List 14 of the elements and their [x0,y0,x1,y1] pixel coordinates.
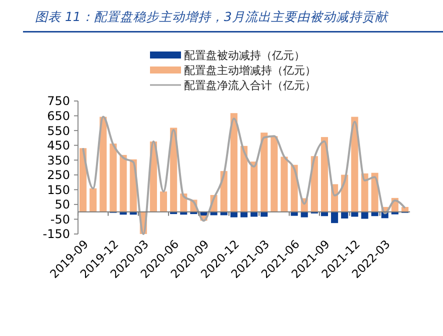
y-tick-label: 50 [54,198,70,212]
chart-title: 图表 11：配置盘稳步主动增持，3月流出主要由被动减持贡献 [35,9,389,24]
legend-label: 配置盘被动减持（亿元） [184,48,305,62]
legend-label: 配置盘净流入合计（亿元） [184,78,316,92]
y-tick-label: 550 [47,124,70,138]
legend-label: 配置盘主动增减持（亿元） [184,64,316,77]
y-tick-label: -150 [42,227,70,242]
y-tick-label: 350 [47,153,70,168]
y-tick-label: 450 [47,138,70,153]
y-tick-label: -50 [50,212,70,226]
y-tick-label: 750 [47,94,70,108]
y-tick-label: 250 [47,168,70,182]
y-tick-label: 650 [47,108,70,123]
y-tick-label: 150 [47,182,70,197]
